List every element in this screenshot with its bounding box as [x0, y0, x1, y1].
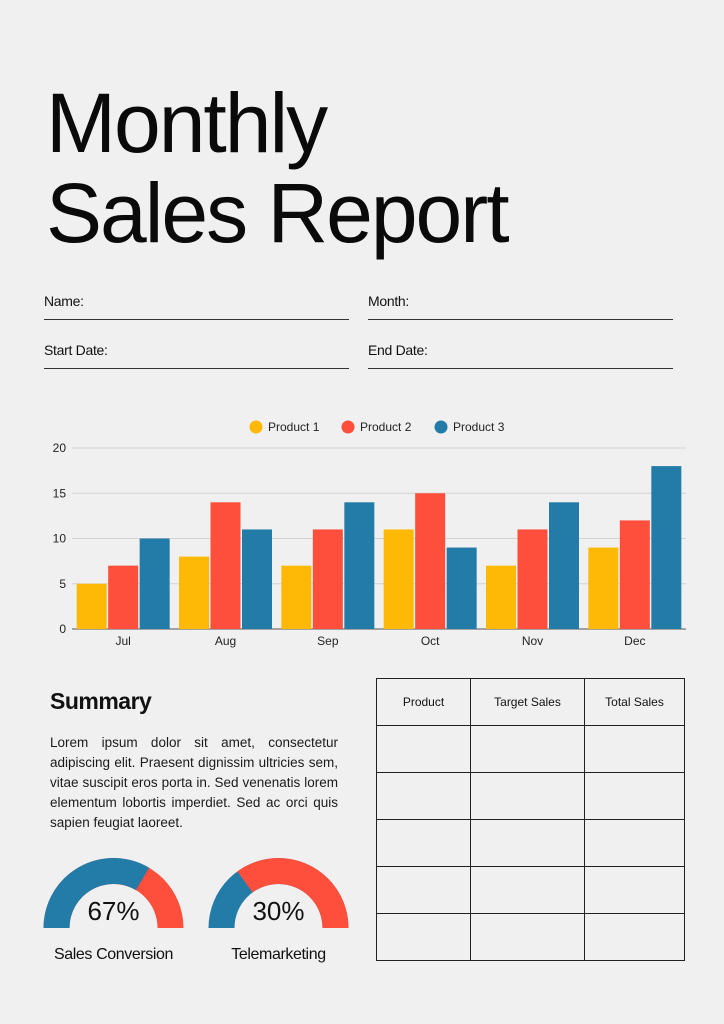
- bar-product-1-dec: [588, 547, 619, 629]
- table-cell[interactable]: [470, 819, 585, 867]
- bar-product-2-sep: [312, 529, 343, 629]
- bar-product-2-aug: [210, 502, 241, 629]
- bar-product-1-oct: [383, 529, 414, 629]
- x-tick-label: Aug: [215, 634, 236, 648]
- summary-body: Lorem ipsum dolor sit amet, consectetur …: [50, 735, 338, 830]
- name-field[interactable]: Name:: [44, 289, 349, 320]
- bar-product-3-jul: [139, 538, 170, 629]
- y-tick-label: 10: [53, 532, 67, 546]
- table-cell[interactable]: [376, 913, 471, 961]
- sales-table: Product Target Sales Total Sales: [376, 678, 685, 961]
- table-header-row: Product Target Sales Total Sales: [376, 678, 685, 726]
- x-tick-label: Nov: [522, 634, 543, 648]
- table-cell[interactable]: [584, 725, 685, 773]
- x-tick-label: Jul: [115, 634, 130, 648]
- start-date-field[interactable]: Start Date:: [44, 338, 349, 369]
- table-cell[interactable]: [470, 866, 585, 914]
- table-row: [376, 772, 685, 820]
- table-row: [376, 913, 685, 961]
- x-tick-label: Dec: [624, 634, 645, 648]
- bar-product-3-oct: [446, 547, 477, 629]
- y-tick-label: 0: [59, 622, 66, 636]
- start-date-label: Start Date:: [44, 342, 108, 358]
- bar-product-1-jul: [76, 583, 107, 629]
- report-title-line-1: Monthly: [46, 76, 328, 170]
- bar-product-3-sep: [344, 502, 375, 629]
- table-cell[interactable]: [470, 913, 585, 961]
- bar-product-1-nov: [486, 565, 516, 629]
- x-tick-label: Sep: [317, 634, 339, 648]
- legend-marker: [249, 420, 263, 434]
- legend-label: Product 3: [453, 420, 505, 434]
- table-cell[interactable]: [584, 772, 685, 820]
- table-cell[interactable]: [470, 725, 585, 773]
- bar-product-1-aug: [179, 556, 209, 629]
- bar-product-1-sep: [281, 565, 312, 629]
- table-row: [376, 819, 685, 867]
- bar-product-2-oct: [415, 493, 446, 629]
- table-cell[interactable]: [470, 772, 585, 820]
- table-cell[interactable]: [376, 772, 471, 820]
- summary-heading: Summary: [50, 688, 152, 714]
- gauge-arc-telemarketing: [208, 858, 349, 928]
- header-target-sales: Target Sales: [470, 678, 585, 726]
- bar-product-3-aug: [242, 529, 272, 629]
- y-tick-label: 15: [53, 486, 67, 500]
- table-cell[interactable]: [584, 866, 685, 914]
- gauge-telemarketing: 30% Telemarketing: [208, 852, 358, 963]
- name-label: Name:: [44, 293, 84, 309]
- header-total-sales: Total Sales: [584, 678, 685, 726]
- gauge-label: Sales Conversion: [54, 946, 173, 963]
- end-date-field[interactable]: End Date:: [368, 338, 673, 369]
- legend-label: Product 1: [268, 420, 320, 434]
- table-cell[interactable]: [584, 819, 685, 867]
- x-tick-label: Oct: [421, 634, 440, 648]
- bar-product-2-nov: [517, 529, 548, 629]
- gauge-fill: [237, 858, 349, 928]
- gauge-label: Telemarketing: [231, 946, 326, 963]
- gauge-value: 67%: [87, 896, 140, 926]
- table-cell[interactable]: [376, 725, 471, 773]
- month-label: Month:: [368, 293, 409, 309]
- month-field[interactable]: Month:: [368, 289, 673, 320]
- legend-label: Product 2: [360, 420, 412, 434]
- legend-marker: [341, 420, 355, 434]
- end-date-label: End Date:: [368, 342, 428, 358]
- table-cell[interactable]: [376, 866, 471, 914]
- gauge-sales-conversion: 67% Sales Conversion: [43, 852, 193, 963]
- gauge-fill: [43, 858, 150, 928]
- gauge-arc-sales-conversion: [43, 858, 184, 928]
- header-product: Product: [376, 678, 471, 726]
- table-row: [376, 725, 685, 773]
- table-cell[interactable]: [584, 913, 685, 961]
- sales-bar-chart: 0 5 10 15 20 Jul Aug Sep Oct Nov Dec Product 1 Produ…: [53, 420, 686, 648]
- legend-marker: [434, 420, 448, 434]
- bar-product-2-dec: [619, 520, 650, 629]
- table-cell[interactable]: [376, 819, 471, 867]
- gauge-value: 30%: [252, 896, 305, 926]
- bar-product-2-jul: [108, 565, 139, 629]
- y-tick-label: 5: [59, 577, 66, 591]
- report-title: Monthly Sales Report: [46, 76, 510, 260]
- table-row: [376, 866, 685, 914]
- bar-product-3-dec: [651, 466, 682, 629]
- y-tick-label: 20: [53, 441, 67, 455]
- bar-product-3-nov: [549, 502, 579, 629]
- report-title-line-2: Sales Report: [46, 166, 510, 260]
